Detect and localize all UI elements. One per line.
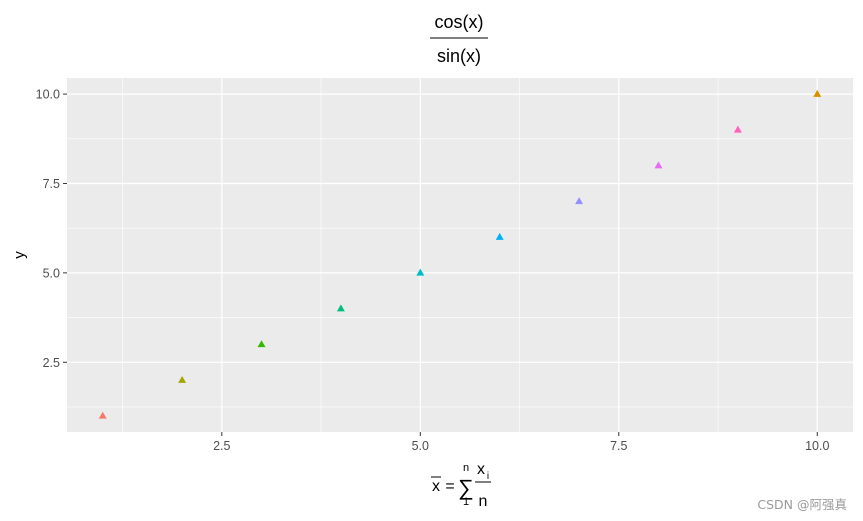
y-tick-label: 7.5 [43, 177, 60, 191]
plot-panel [67, 78, 853, 432]
x-tick-label: 7.5 [610, 439, 627, 453]
data-point [575, 197, 584, 205]
title-numerator: cos(x) [435, 12, 484, 32]
y-axis-ticks: 2.5 5.0 7.5 10.0 [36, 88, 67, 370]
data-point [654, 161, 663, 169]
x-title-sum-lower: 1 [463, 496, 469, 508]
grid-minor [67, 78, 853, 432]
x-tick-label: 2.5 [213, 439, 230, 453]
x-title-frac-denominator: n [479, 493, 488, 510]
chart-title: cos(x) sin(x) [430, 12, 488, 66]
data-point [98, 411, 107, 419]
x-title-sum-symbol: ∑ [458, 475, 474, 500]
x-axis-ticks: 2.5 5.0 7.5 10.0 [213, 432, 829, 453]
x-tick-label: 5.0 [412, 439, 429, 453]
data-point [336, 304, 345, 312]
data-point [813, 89, 822, 97]
data-point [257, 340, 266, 348]
grid-major [67, 78, 853, 432]
x-title-frac-numerator: x [477, 461, 485, 478]
data-point [495, 232, 504, 240]
x-title-lhs: x [432, 478, 440, 495]
watermark: CSDN @阿强真 [757, 497, 847, 512]
data-points [98, 89, 822, 419]
x-title-frac-subscript: i [487, 471, 489, 482]
y-tick-label: 2.5 [43, 356, 60, 370]
y-tick-label: 5.0 [43, 266, 60, 280]
data-point [733, 125, 742, 133]
x-axis-title: x = n ∑ 1 x i n [431, 461, 491, 510]
y-axis-title: y [11, 251, 28, 259]
y-tick-label: 10.0 [36, 88, 60, 102]
x-tick-label: 10.0 [805, 439, 829, 453]
title-denominator: sin(x) [437, 46, 481, 66]
data-point [178, 375, 187, 383]
data-point [416, 268, 425, 276]
x-title-equals: = [445, 478, 454, 495]
x-title-sum-upper: n [463, 462, 469, 474]
